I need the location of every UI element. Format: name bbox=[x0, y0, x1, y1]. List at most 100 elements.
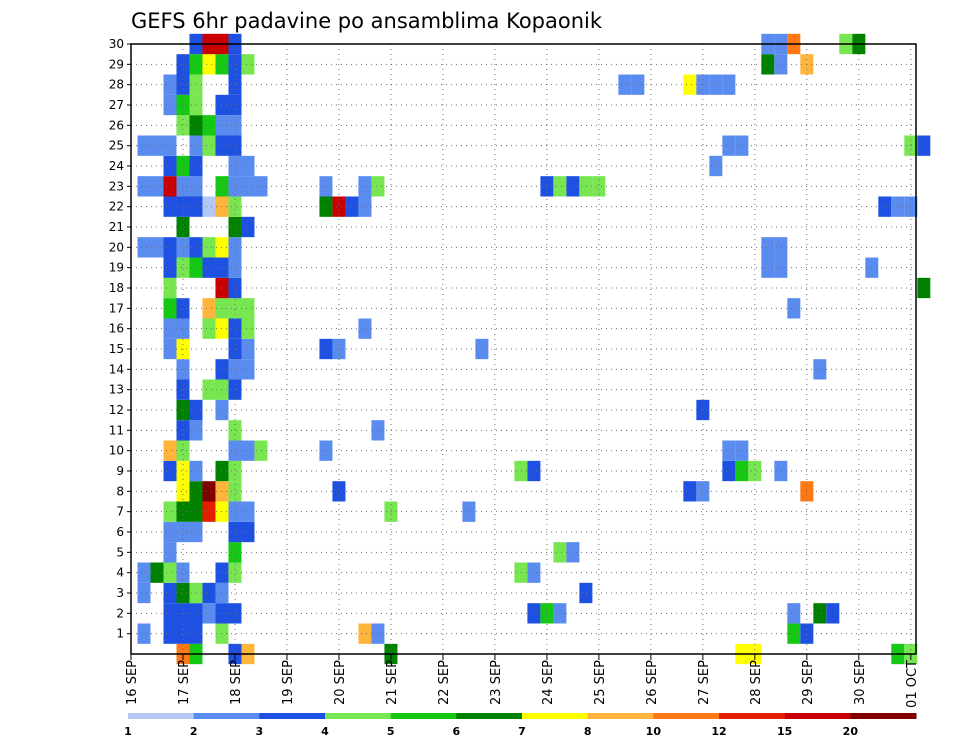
heatmap-cell bbox=[189, 155, 203, 177]
heatmap-cell bbox=[189, 521, 203, 543]
heatmap-cell bbox=[202, 582, 216, 604]
heatmap-cell bbox=[163, 155, 177, 177]
heatmap-cell bbox=[241, 216, 255, 238]
heatmap-cell bbox=[527, 460, 541, 482]
heatmap-cell bbox=[709, 155, 723, 177]
heatmap-cell bbox=[189, 481, 203, 502]
heatmap-cell bbox=[163, 603, 177, 624]
heatmap-cell bbox=[618, 74, 632, 95]
heatmap-cell bbox=[189, 399, 203, 421]
heatmap-cell bbox=[176, 521, 190, 543]
x-tick-label: 24 SEP bbox=[541, 660, 556, 705]
heatmap-cell bbox=[241, 155, 255, 177]
heatmap-cell bbox=[137, 237, 151, 258]
heatmap-cell bbox=[774, 237, 788, 258]
heatmap-cell bbox=[241, 359, 255, 380]
heatmap-cell bbox=[787, 603, 801, 624]
heatmap-cell bbox=[228, 216, 242, 238]
heatmap-cell bbox=[163, 501, 177, 522]
x-tick-label: 16 SEP bbox=[125, 660, 140, 705]
y-tick-label: 6 bbox=[116, 525, 124, 539]
heatmap-cell bbox=[228, 338, 242, 360]
colorbar-label: 1 bbox=[124, 725, 132, 738]
x-tick-label: 29 SEP bbox=[801, 660, 816, 705]
heatmap-cell bbox=[189, 501, 203, 522]
heatmap-cell bbox=[241, 521, 255, 543]
colorbar-swatch bbox=[653, 713, 720, 719]
chart-title: GEFS 6hr padavine po ansamblima Kopaonik bbox=[131, 9, 603, 33]
y-tick-label: 25 bbox=[109, 139, 124, 153]
heatmap-cell bbox=[228, 603, 242, 624]
colorbar-label: 4 bbox=[321, 725, 329, 738]
heatmap-cell bbox=[228, 135, 242, 156]
heatmap-cell bbox=[241, 501, 255, 522]
heatmap-cell bbox=[722, 460, 736, 482]
colorbar-swatch bbox=[850, 713, 917, 719]
heatmap-cell bbox=[176, 155, 190, 177]
heatmap-cell bbox=[787, 298, 801, 319]
colorbar-swatch bbox=[456, 713, 523, 719]
colorbar-label: 5 bbox=[387, 725, 395, 738]
heatmap-cell bbox=[228, 257, 242, 278]
heatmap-cell bbox=[228, 440, 242, 461]
x-tick-label: 19 SEP bbox=[281, 660, 296, 705]
heatmap-cell bbox=[163, 196, 177, 217]
heatmap-cell bbox=[202, 501, 216, 522]
heatmap-cell bbox=[332, 196, 346, 217]
heatmap-cell bbox=[774, 257, 788, 278]
x-axis: 16 SEP 17 SEP 18 SEP 19 SEP 20 SEP 21 SEP 22 S… bbox=[125, 654, 920, 708]
heatmap-cell bbox=[176, 115, 190, 136]
heatmap-cell bbox=[228, 155, 242, 177]
x-tick-label: 23 SEP bbox=[489, 660, 504, 705]
heatmap-cell bbox=[176, 176, 190, 197]
heatmap-cell bbox=[696, 481, 710, 502]
colorbar-label: 8 bbox=[584, 725, 592, 738]
heatmap-cell bbox=[527, 562, 541, 583]
heatmap-cell bbox=[462, 501, 476, 522]
heatmap-cell bbox=[228, 562, 242, 583]
heatmap-cell bbox=[553, 603, 567, 624]
heatmap-cell bbox=[358, 623, 372, 644]
heatmap-cell bbox=[683, 74, 697, 95]
chart-grid bbox=[130, 44, 916, 654]
heatmap-cell bbox=[631, 74, 645, 95]
heatmap-cell bbox=[891, 196, 905, 217]
heatmap-cell bbox=[163, 94, 177, 116]
heatmap-cell bbox=[228, 318, 242, 339]
heatmap-cell bbox=[189, 74, 203, 95]
heatmap-cell bbox=[761, 54, 775, 75]
heatmap-cell bbox=[228, 237, 242, 258]
heatmap-cell bbox=[163, 521, 177, 543]
heatmap-cell bbox=[514, 562, 528, 583]
heatmap-cell bbox=[332, 338, 346, 360]
heatmap-cell bbox=[202, 115, 216, 136]
heatmap-cell bbox=[579, 582, 593, 604]
heatmap-cell bbox=[163, 257, 177, 278]
heatmap-cell bbox=[163, 277, 177, 299]
heatmap-cell bbox=[774, 460, 788, 482]
heatmap-cell bbox=[176, 237, 190, 258]
heatmap-cell bbox=[774, 54, 788, 75]
colorbar-swatch bbox=[719, 713, 786, 719]
x-tick-label: 18 SEP bbox=[229, 660, 244, 705]
heatmap-cell bbox=[228, 501, 242, 522]
x-tick-label: 20 SEP bbox=[333, 660, 348, 705]
heatmap-cell bbox=[163, 623, 177, 644]
heatmap-cell bbox=[137, 135, 151, 156]
y-tick-label: 26 bbox=[109, 118, 124, 132]
heatmap-cell bbox=[176, 481, 190, 502]
heatmap-cell bbox=[163, 562, 177, 583]
heatmap-cell bbox=[202, 257, 216, 278]
heatmap-cell bbox=[566, 176, 580, 197]
heatmap-cell bbox=[137, 623, 151, 644]
heatmap-cell bbox=[137, 176, 151, 197]
heatmap-cell bbox=[189, 115, 203, 136]
heatmap-cell bbox=[176, 196, 190, 217]
heatmap-cell bbox=[189, 94, 203, 116]
heatmap-cell bbox=[228, 176, 242, 197]
heatmap-cell bbox=[592, 176, 606, 197]
heatmap-cell bbox=[722, 135, 736, 156]
heatmap-cell bbox=[163, 460, 177, 482]
colorbar: 1 2 3 4 5 6 7 8 10 12 15 20 bbox=[124, 713, 917, 738]
